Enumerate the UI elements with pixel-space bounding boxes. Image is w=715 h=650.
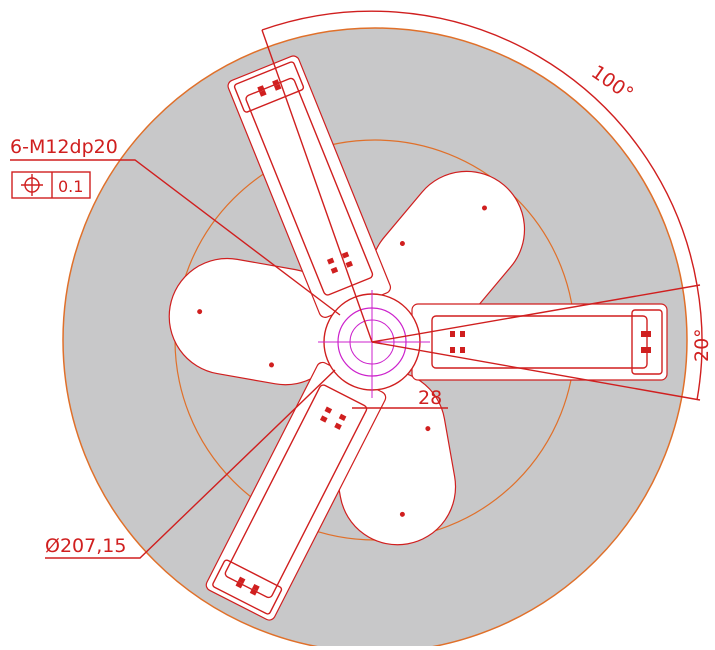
tolerance-value: 0.1: [58, 177, 83, 196]
bolt: [641, 347, 646, 353]
bolt: [460, 331, 465, 337]
bolt: [646, 347, 651, 353]
angle-label: 20°: [691, 328, 713, 362]
bolt: [646, 331, 651, 337]
drawing: 100° 20° 6-M12dp20 0.1 28 Ø207,15: [0, 0, 715, 646]
arm-group: [412, 304, 667, 380]
thread-callout: 6-M12dp20: [10, 136, 118, 158]
diameter-label: Ø207,15: [45, 535, 126, 557]
offset-label: 28: [418, 387, 442, 409]
angle-label: 100°: [587, 61, 637, 105]
bolt: [460, 347, 465, 353]
bolt: [450, 347, 455, 353]
bolt: [450, 331, 455, 337]
bolt: [641, 331, 646, 337]
